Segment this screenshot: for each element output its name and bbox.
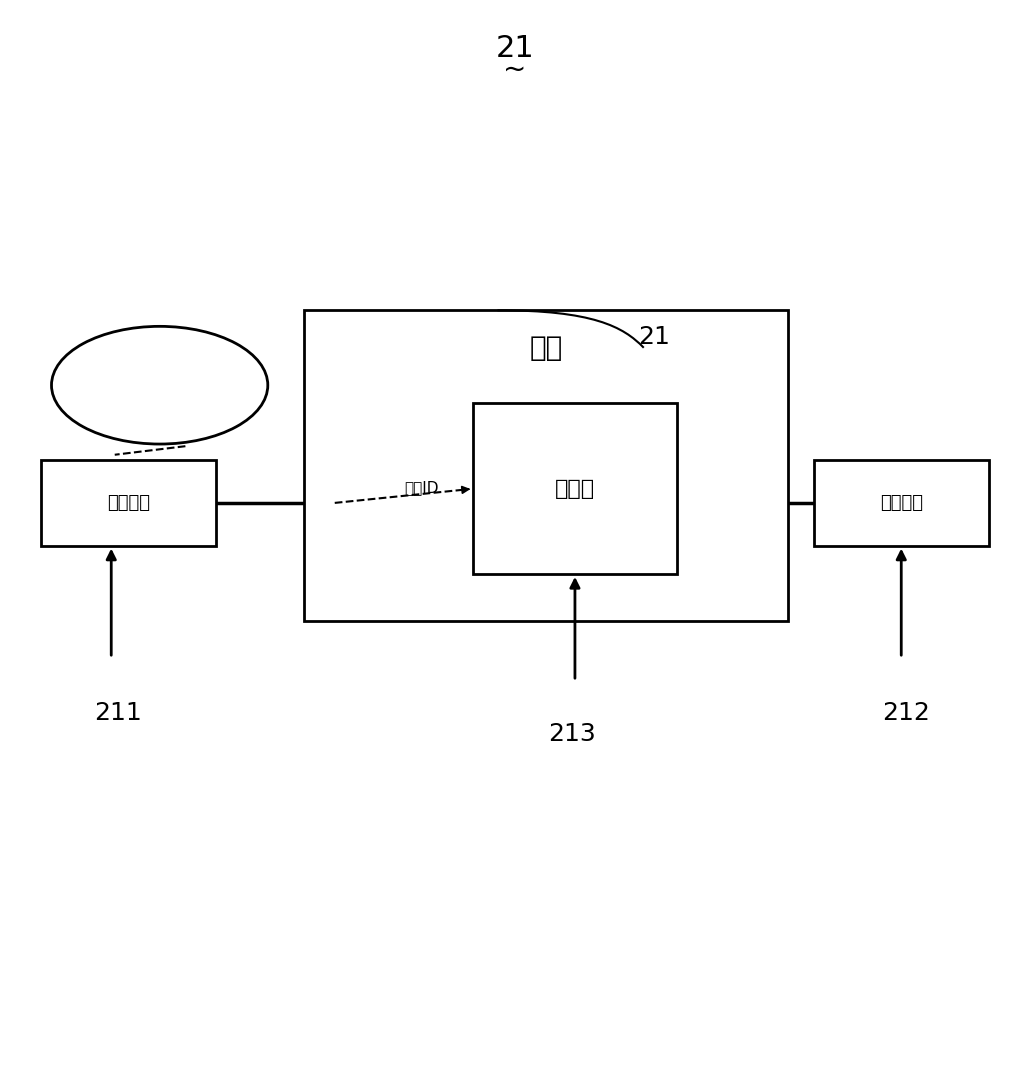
Text: 配置ID: 配置ID — [404, 479, 439, 494]
Text: ~: ~ — [504, 56, 526, 83]
Text: ID配置包: ID配置包 — [130, 376, 190, 395]
Text: 芯片: 芯片 — [529, 334, 562, 362]
Text: 寄存器: 寄存器 — [555, 478, 595, 499]
Text: 21: 21 — [639, 325, 670, 349]
Bar — [41, 460, 216, 546]
Text: 212: 212 — [883, 701, 930, 724]
Text: 输入引脚: 输入引脚 — [107, 494, 150, 511]
Text: 211: 211 — [95, 701, 142, 724]
Bar — [473, 403, 677, 574]
Bar — [304, 310, 788, 621]
Text: 21: 21 — [495, 33, 535, 63]
Bar — [814, 460, 989, 546]
Ellipse shape — [52, 326, 268, 444]
Text: 213: 213 — [548, 722, 595, 746]
Text: 输出引脚: 输出引脚 — [880, 494, 923, 511]
